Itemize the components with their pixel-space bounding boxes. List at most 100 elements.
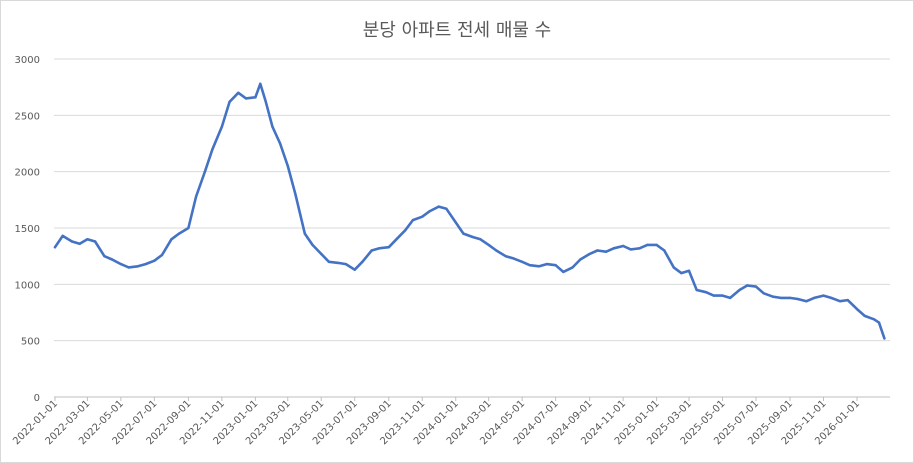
data-point [520, 260, 524, 263]
data-point [421, 215, 424, 218]
data-point [646, 243, 649, 247]
data-point [846, 298, 849, 302]
data-point [487, 243, 490, 247]
data-point [528, 264, 531, 267]
data-point [86, 238, 89, 241]
data-point [512, 257, 515, 260]
data-point [170, 238, 173, 241]
data-point [294, 193, 297, 196]
series-line [53, 82, 886, 340]
data-point [796, 297, 799, 301]
y-tick-label: 500 [21, 337, 40, 348]
data-point [53, 246, 57, 249]
data-point [411, 218, 415, 222]
data-point [428, 209, 432, 213]
y-tick-label: 0 [34, 393, 40, 404]
data-point [695, 288, 698, 292]
data-point [254, 96, 257, 99]
data-point [153, 259, 156, 262]
data-point [655, 243, 658, 247]
data-point [337, 261, 340, 265]
data-point [286, 164, 289, 168]
data-point [327, 260, 331, 263]
data-point [136, 265, 140, 268]
data-point [596, 249, 599, 252]
data-point [454, 221, 457, 224]
data-point [721, 294, 724, 297]
data-point [278, 142, 282, 145]
data-point [672, 266, 675, 269]
y-tick-label: 3000 [15, 55, 40, 66]
data-point [194, 195, 198, 198]
data-point [738, 288, 741, 292]
data-point [638, 247, 641, 250]
data-point [187, 226, 190, 230]
data-point [78, 242, 81, 245]
data-point [61, 234, 64, 238]
data-point [663, 249, 666, 252]
data-point [471, 235, 474, 239]
data-point [437, 205, 440, 208]
data-point [746, 284, 749, 287]
data-point [883, 337, 886, 340]
chart-title: 분당 아파트 전세 매물 수 [362, 20, 552, 41]
data-point [144, 262, 147, 266]
data-point [103, 255, 106, 258]
data-point [344, 262, 348, 266]
data-point [220, 125, 224, 128]
data-point [479, 238, 482, 241]
data-point [805, 300, 808, 303]
data-point [612, 247, 615, 250]
data-point [93, 240, 97, 243]
data-point [788, 296, 792, 300]
data-point [504, 255, 507, 258]
data-point [203, 170, 207, 173]
data-point [259, 82, 262, 86]
y-axis-ticks: 0 500 1000 1500 2000 2500 3000 [15, 55, 40, 404]
data-point [244, 97, 248, 100]
data-point [387, 246, 390, 249]
data-point [395, 238, 398, 241]
data-point [604, 250, 608, 253]
data-point [872, 318, 876, 321]
y-tick-label: 2500 [15, 111, 40, 122]
data-point [863, 314, 866, 318]
data-point [445, 207, 448, 210]
data-point [311, 243, 314, 247]
data-point [320, 252, 323, 256]
gridlines [54, 58, 890, 398]
data-point [704, 291, 708, 294]
data-point [545, 262, 548, 266]
data-point [271, 125, 274, 128]
data-point [361, 260, 364, 263]
data-point [571, 266, 574, 269]
data-point [680, 271, 683, 275]
data-point [822, 294, 825, 297]
data-point [771, 295, 775, 298]
data-point [729, 296, 732, 300]
data-point [754, 285, 758, 288]
y-tick-label: 1500 [15, 224, 40, 235]
x-axis-ticks: 2022-01-012022-03-012022-05-012022-07-01… [11, 397, 862, 447]
data-point [779, 296, 782, 300]
data-point [588, 252, 591, 256]
data-point [712, 294, 715, 297]
data-point [378, 247, 381, 250]
y-tick-label: 1000 [15, 280, 40, 291]
data-point [579, 258, 582, 261]
data-point [562, 270, 565, 274]
data-point [353, 268, 356, 271]
data-point [813, 296, 816, 300]
data-point [127, 266, 130, 269]
data-point [211, 147, 214, 151]
data-point [687, 269, 691, 272]
data-point [622, 244, 625, 248]
data-point [554, 264, 557, 267]
data-point [855, 307, 859, 311]
data-point [629, 248, 632, 251]
data-point [462, 232, 465, 235]
data-point [538, 265, 541, 268]
data-point [160, 253, 164, 257]
data-point [838, 300, 842, 303]
